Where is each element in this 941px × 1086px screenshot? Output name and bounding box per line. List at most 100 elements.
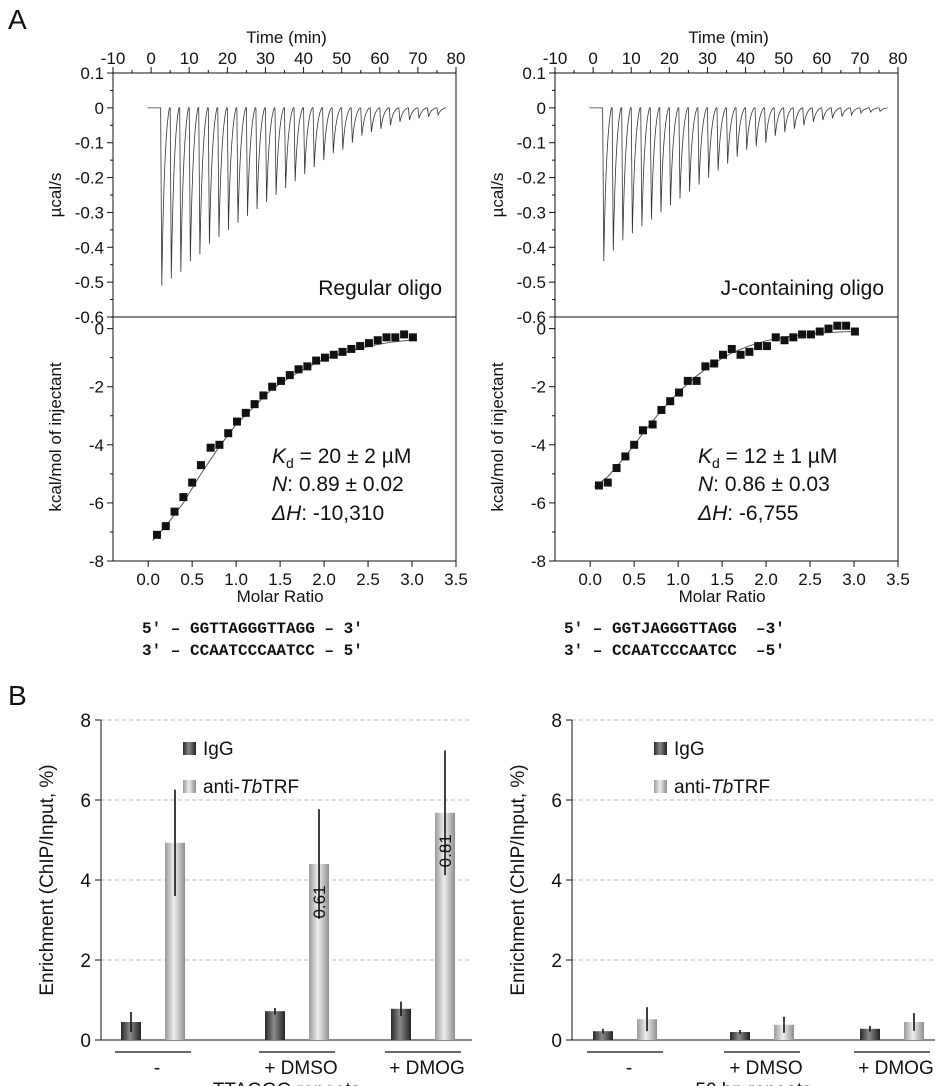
B-left-ytick-label: 0 <box>80 1031 91 1052</box>
A-right-top-ytick-label: 0.1 <box>522 64 546 83</box>
A-left-bottom-data-point <box>285 371 294 380</box>
A-right-bottom-data-point <box>762 342 771 351</box>
A-left-bottom-data-point <box>303 362 312 371</box>
A-left-top-ytick-label: -0.4 <box>75 238 104 257</box>
A-left-bottom-ytick-label: -4 <box>89 436 104 455</box>
A-right-top-annotation: J-containing oligo <box>721 277 884 300</box>
A-left-bottom-n-annotation: N: 0.89 ± 0.02 <box>272 473 404 496</box>
A-right-top-xtick-label: 30 <box>698 49 717 68</box>
A-right-bottom-xtick-label: 1.5 <box>710 570 734 589</box>
A-left-top-ytick-label: -0.6 <box>75 308 104 327</box>
A-right-bottom-data-point <box>789 333 798 342</box>
A-right-bottom-data-point <box>630 440 639 449</box>
A-left-bottom-data-point <box>400 330 409 339</box>
A-left-bottom-data-point <box>356 342 365 351</box>
A-left-bottom-data-point <box>161 522 170 531</box>
A-right-top-xtick-label: 10 <box>622 49 641 68</box>
sequence-left-top: 5′ – GGTTAGGGTTAGG – 3′ <box>142 620 363 638</box>
A-right-bottom-ytick-label: -8 <box>531 552 546 571</box>
A-right-top-trace <box>589 107 888 262</box>
A-right-bottom-ylabel: kcal/mol of injectant <box>488 362 507 512</box>
B-right-bar-igg <box>860 1028 880 1040</box>
B-right-ytick-label: 6 <box>551 791 562 812</box>
A-right-top-ylabel: µcal/s <box>488 173 507 218</box>
B-left-legend-label: anti-TbTRF <box>203 777 299 798</box>
A-left-bottom-data-point <box>312 356 321 365</box>
A-right-bottom-frame <box>554 316 899 562</box>
sequence-right-bottom: 3′ – CCAATCCCAATCC –5′ <box>564 642 785 660</box>
A-left-bottom-data-point <box>241 408 250 417</box>
A-left-bottom-data-point <box>373 336 382 345</box>
A-left-top-ytick-label: 0.1 <box>80 64 104 83</box>
A-right-top-xtick-label: 60 <box>812 49 831 68</box>
A-right-bottom-dh-annotation: ΔH: -6,755 <box>697 502 798 525</box>
A-right-bottom-data-point <box>780 336 789 345</box>
A-right-bottom-data-point <box>666 397 675 406</box>
A-right-bottom-data-point <box>594 481 603 490</box>
B-right-ylabel: Enrichment (ChIP/Input, %) <box>508 764 529 995</box>
B-right-category-label: + DMOG <box>858 1058 933 1079</box>
A-right-bottom-xtick-label: 1.0 <box>666 570 690 589</box>
A-left-top-ytick-label: -0.5 <box>75 273 104 292</box>
A-left-bottom-data-point <box>170 507 179 516</box>
B-left-legend-swatch <box>183 780 196 793</box>
A-left-top-ytick-label: -0.3 <box>75 203 104 222</box>
A-right-bottom-xlabel: Molar Ratio <box>679 587 766 606</box>
A-left-bottom-ytick-label: -8 <box>89 552 104 571</box>
A-left-bottom-xtick-label: 1.5 <box>268 570 292 589</box>
A-right-top-ytick-label: -0.5 <box>517 273 546 292</box>
A-right-bottom-ytick-label: -4 <box>531 436 546 455</box>
A-left-top-xtick-label: 60 <box>370 49 389 68</box>
B-right-legend-swatch <box>654 742 667 755</box>
A-left-top-annotation: Regular oligo <box>318 277 442 300</box>
A-right-bottom-xtick-label: 2.0 <box>754 570 778 589</box>
A-right-top-xtick-label: 20 <box>660 49 679 68</box>
A-right-bottom-xtick-label: 3.0 <box>842 570 866 589</box>
A-right-top-xtick-label: 40 <box>736 49 755 68</box>
B-left-category-label: + DMSO <box>264 1058 337 1079</box>
A-left-bottom-data-point <box>338 347 347 356</box>
sequence-right-top: 5′ – GGTJAGGGTTAGG –3′ <box>564 620 785 638</box>
A-left-bottom-ytick-label: -6 <box>89 494 104 513</box>
A-right-bottom-data-point <box>842 321 851 330</box>
A-left-bottom-xtick-label: 2.0 <box>312 570 336 589</box>
A-left-top-xlabel: Time (min) <box>246 28 327 47</box>
A-right-bottom-data-point <box>798 330 807 339</box>
panel-label-a: A <box>8 4 27 35</box>
A-left-top-ytick-label: 0 <box>95 99 104 118</box>
A-left-bottom-data-point <box>224 429 233 438</box>
B-left-ytick-label: 6 <box>80 791 91 812</box>
B-left-ytick-label: 2 <box>80 951 91 972</box>
A-left-bottom-data-point <box>196 461 205 470</box>
A-right-bottom-data-point <box>701 362 710 371</box>
A-right-bottom-kd-annotation: Kd = 12 ± 1 µM <box>698 445 837 471</box>
A-left-top-ylabel: µcal/s <box>46 173 65 218</box>
B-left-category-label: + DMOG <box>389 1058 464 1079</box>
A-left-bottom-xtick-label: 0.5 <box>180 570 204 589</box>
B-left-ytick-label: 8 <box>80 711 91 732</box>
A-left-bottom-data-point <box>152 530 161 539</box>
A-left-top-xtick-label: 0 <box>146 49 155 68</box>
A-right-bottom-data-point <box>727 344 736 353</box>
panel-label-b: B <box>8 680 27 711</box>
A-left-top-xtick-label: 80 <box>447 49 466 68</box>
A-left-bottom-data-point <box>206 443 215 452</box>
A-left-top-xtick-label: 20 <box>218 49 237 68</box>
A-right-top-xtick-label: 70 <box>850 49 869 68</box>
A-left-bottom-ytick-label: 0 <box>95 320 104 339</box>
A-right-bottom-data-point <box>675 388 684 397</box>
A-right-bottom-ytick-label: -6 <box>531 494 546 513</box>
B-right-bar-igg <box>730 1032 750 1040</box>
A-right-top-ytick-label: -0.3 <box>517 203 546 222</box>
A-left-bottom-data-point <box>259 391 268 400</box>
B-left-xlabel: TTAGGG repeats <box>213 1080 360 1086</box>
A-left-bottom-kd-annotation: Kd = 20 ± 2 µM <box>272 445 411 471</box>
B-right-category-label: - <box>626 1058 632 1079</box>
A-right-bottom-xtick-label: 3.5 <box>886 570 910 589</box>
A-left-bottom-xtick-label: 1.0 <box>224 570 248 589</box>
A-left-bottom-data-point <box>233 417 242 426</box>
A-right-bottom-data-point <box>683 376 692 385</box>
B-left-bar-anti-tbtrf <box>309 864 329 1040</box>
A-right-bottom-ytick-label: -2 <box>531 378 546 397</box>
